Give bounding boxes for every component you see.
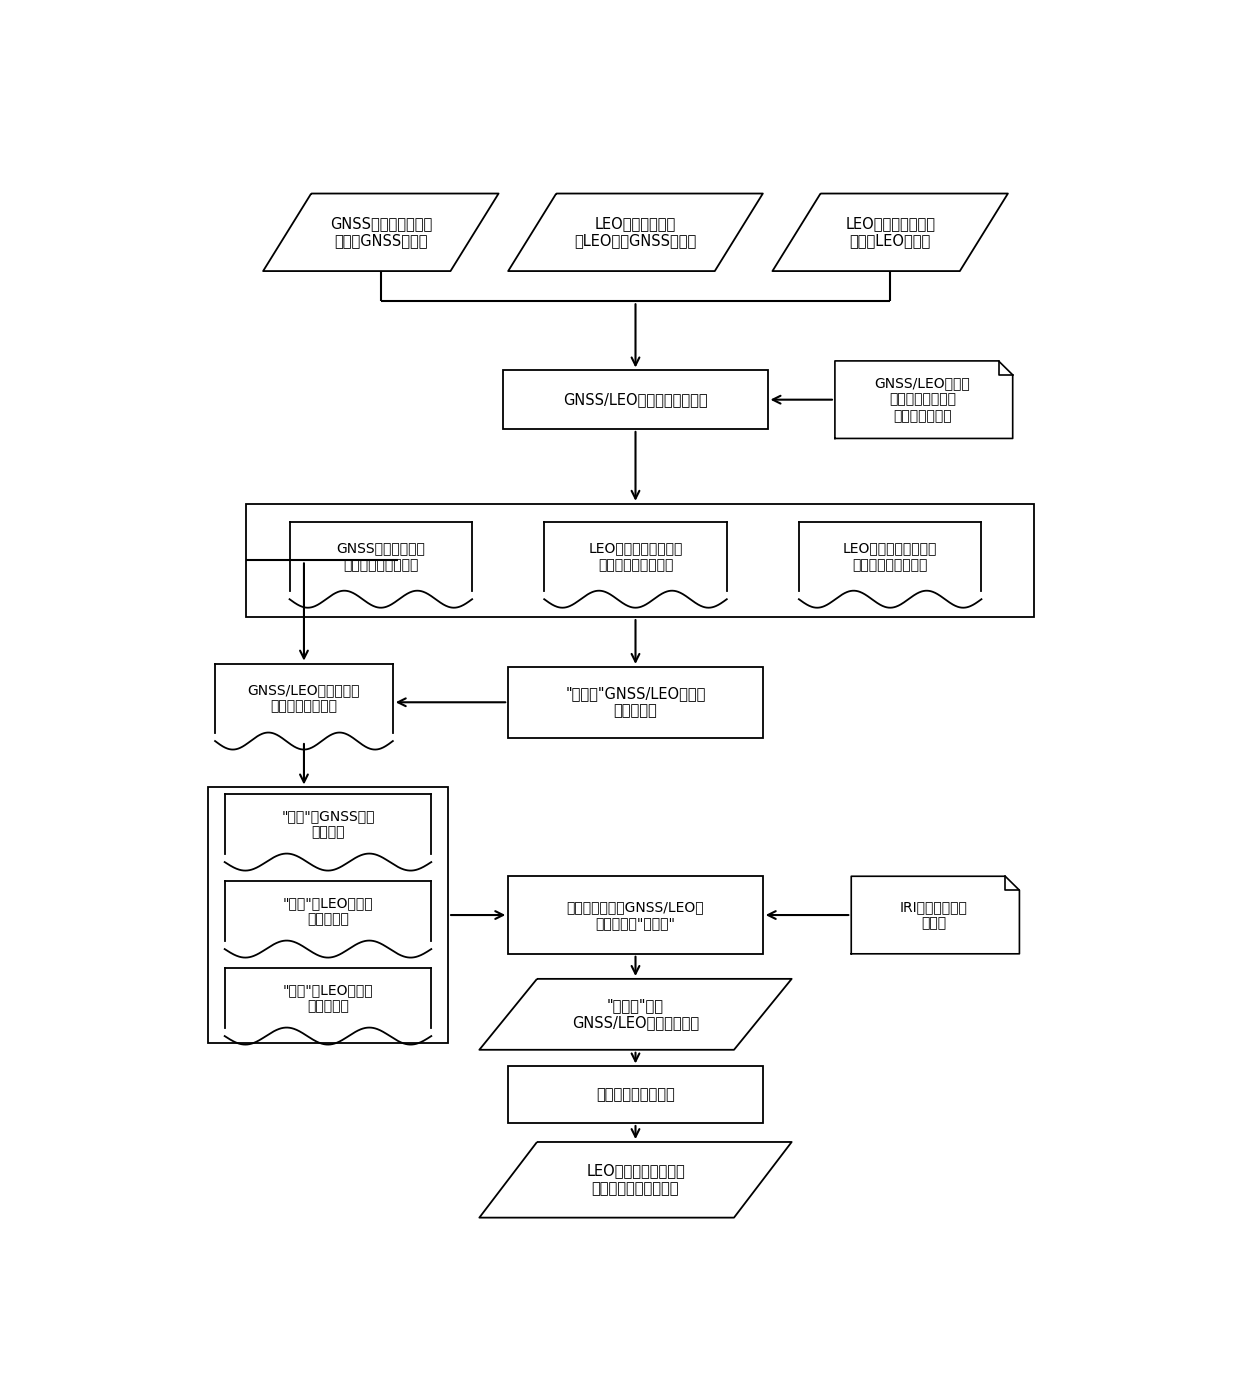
Text: LEO下部电离层观测值
（含硬件延迟偏差）: LEO下部电离层观测值 （含硬件延迟偏差） bbox=[843, 542, 937, 571]
Bar bbox=[503, 371, 768, 428]
Text: GNSS/LEO电离层观测值提取: GNSS/LEO电离层观测值提取 bbox=[563, 392, 708, 407]
Text: 半参数最小二乘估计: 半参数最小二乘估计 bbox=[596, 1088, 675, 1102]
Text: LEO观测数据（地面
站观测LEO卫星）: LEO观测数据（地面 站观测LEO卫星） bbox=[846, 216, 935, 249]
Text: "干净"的GNSS电离
层观测值: "干净"的GNSS电离 层观测值 bbox=[281, 809, 374, 840]
Text: GNSS/LEO卫星与接收
机端硬件延迟偏差: GNSS/LEO卫星与接收 机端硬件延迟偏差 bbox=[248, 683, 360, 714]
Text: GNSS/LEO精密轨
道、钟差、天线文
件、测站坐标等: GNSS/LEO精密轨 道、钟差、天线文 件、测站坐标等 bbox=[874, 377, 970, 423]
Text: 顾及时空变化的GNSS/LEO电
离层观测值"归一化": 顾及时空变化的GNSS/LEO电 离层观测值"归一化" bbox=[567, 900, 704, 930]
Text: LEO上部电离层观测值
（含硬件延迟偏差）: LEO上部电离层观测值 （含硬件延迟偏差） bbox=[588, 542, 683, 571]
Text: "干净"的LEO下部电
离层观测值: "干净"的LEO下部电 离层观测值 bbox=[283, 983, 373, 1014]
Text: "干净"的LEO上部电
离层观测值: "干净"的LEO上部电 离层观测值 bbox=[283, 896, 373, 927]
Bar bbox=[247, 504, 1034, 617]
Bar bbox=[508, 1067, 763, 1123]
Bar bbox=[508, 876, 763, 953]
Text: GNSS电离层观测值
（含硬件延迟偏差）: GNSS电离层观测值 （含硬件延迟偏差） bbox=[336, 542, 425, 571]
Text: "归一化"后的
GNSS/LEO电离层观测值: "归一化"后的 GNSS/LEO电离层观测值 bbox=[572, 998, 699, 1030]
Text: IRI电离层电子密
度模型: IRI电离层电子密 度模型 bbox=[900, 900, 968, 930]
Bar bbox=[508, 666, 763, 738]
Text: GNSS观测数据（地面
站观测GNSS卫星）: GNSS观测数据（地面 站观测GNSS卫星） bbox=[330, 216, 432, 249]
Text: LEO星载观测数据
（LEO观测GNSS卫星）: LEO星载观测数据 （LEO观测GNSS卫星） bbox=[574, 216, 697, 249]
Bar bbox=[208, 787, 448, 1043]
Text: LEO增强的高精度、高
分辨率全球电离层模型: LEO增强的高精度、高 分辨率全球电离层模型 bbox=[587, 1163, 684, 1196]
Text: "三步法"GNSS/LEO硬件延
迟偏差确定: "三步法"GNSS/LEO硬件延 迟偏差确定 bbox=[565, 686, 706, 718]
